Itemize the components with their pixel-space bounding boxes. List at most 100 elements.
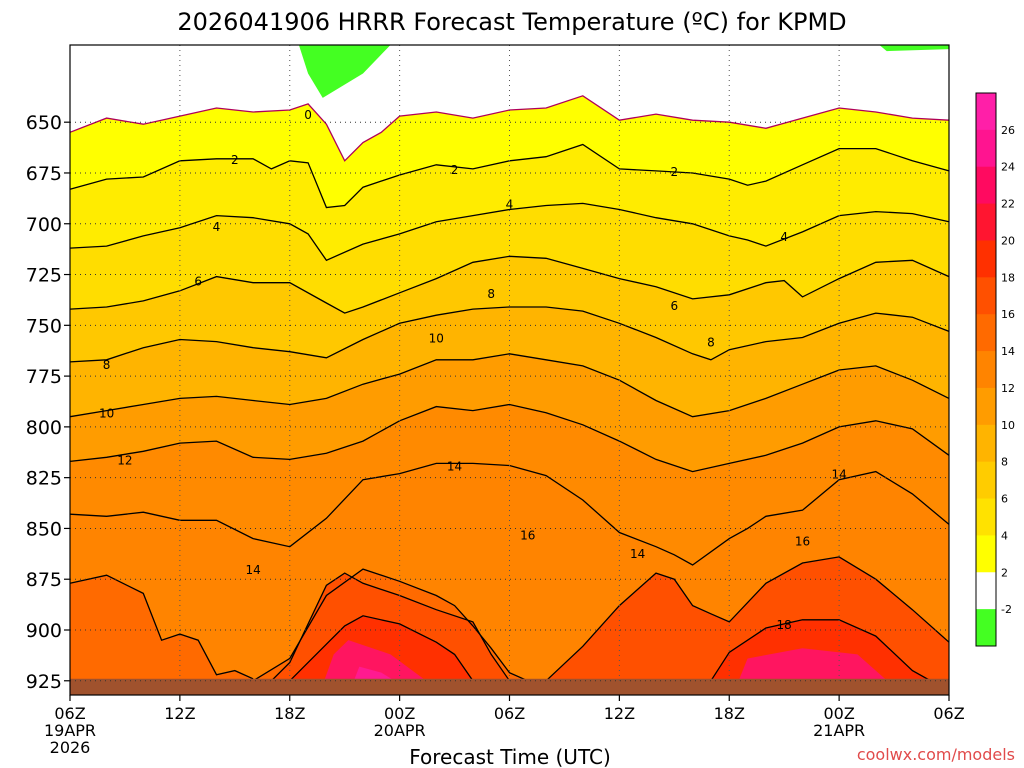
x-tick-label: 06Z xyxy=(933,704,964,723)
colorbar-label: 8 xyxy=(1001,456,1008,469)
y-tick-label: 725 xyxy=(26,265,62,287)
colorbar-label: 10 xyxy=(1001,419,1015,432)
y-tick-label: 900 xyxy=(26,620,62,642)
colorbar-label: 14 xyxy=(1001,345,1015,358)
isotherm-line-18 xyxy=(289,615,474,682)
isotherm-line-14 xyxy=(69,574,254,680)
colorbar-label: 2 xyxy=(1001,566,1008,579)
y-tick-label: 775 xyxy=(26,366,62,388)
x-tick-label: 18Z xyxy=(274,704,305,723)
isotherm-label: 2 xyxy=(451,163,459,177)
y-tick-label: 675 xyxy=(26,163,62,185)
isotherm-label: 2 xyxy=(231,153,239,167)
isotherm-line-12 xyxy=(69,403,950,473)
isotherm-label: 18 xyxy=(777,618,792,632)
x-tick-label: 00Z xyxy=(823,704,854,723)
colorbar-label: 4 xyxy=(1001,529,1008,542)
colorbar-segment xyxy=(976,609,996,647)
band-14-16-west xyxy=(70,575,254,695)
isotherm-line-4 xyxy=(69,202,950,262)
x-tick-label: 00Z xyxy=(384,704,415,723)
credit-text: coolwx.com/models xyxy=(857,745,1015,764)
colorbar-label: 16 xyxy=(1001,308,1015,321)
isotherm-label: 6 xyxy=(670,299,678,313)
isotherm-line-8 xyxy=(69,306,950,363)
colorbar-label: 12 xyxy=(1001,382,1015,395)
y-tick-label: 875 xyxy=(26,569,62,591)
y-tick-label: 650 xyxy=(26,112,62,134)
isotherm-line-14 xyxy=(252,568,529,682)
isotherm-label: 4 xyxy=(213,220,221,234)
x-tick-sublabel: 2026 xyxy=(50,738,91,757)
terrain-band xyxy=(70,678,949,695)
isotherm-label: 8 xyxy=(487,287,495,301)
colorbar-label: 24 xyxy=(1001,161,1015,174)
isotherm-line-10 xyxy=(69,353,950,418)
isotherm-label: 8 xyxy=(707,336,715,350)
isotherm-line-6 xyxy=(69,255,950,314)
isotherm-label: 14 xyxy=(245,563,260,577)
y-tick-label: 925 xyxy=(26,671,62,693)
colorbar-segment xyxy=(976,93,996,131)
colorbar-segment xyxy=(976,461,996,500)
x-tick-sublabel: 21APR xyxy=(813,721,865,740)
colorbar-label: 26 xyxy=(1001,124,1015,137)
isotherm-label: 0 xyxy=(304,108,312,122)
isotherm-lines xyxy=(69,95,950,682)
isotherm-line-18 xyxy=(710,619,932,682)
isotherm-line-0 xyxy=(69,95,950,162)
band-below-zero-1 xyxy=(298,45,391,98)
x-tick-label: 12Z xyxy=(164,704,195,723)
colorbar-label: -2 xyxy=(1001,603,1012,616)
isotherm-label: 14 xyxy=(630,547,645,561)
isotherm-label: 12 xyxy=(117,453,132,467)
colorbar-segment xyxy=(976,203,996,241)
isotherm-label: 6 xyxy=(194,275,202,289)
colorbar-segment xyxy=(976,424,996,463)
y-tick-label: 700 xyxy=(26,214,62,236)
band-below-zero-2 xyxy=(879,45,949,52)
x-tick-label: 18Z xyxy=(714,704,745,723)
band-above-0 xyxy=(70,45,949,161)
isotherm-label: 14 xyxy=(447,459,462,473)
isotherm-label: 10 xyxy=(429,332,444,346)
colorbar-segment xyxy=(976,277,996,315)
isotherm-label: 4 xyxy=(780,230,788,244)
colorbar-label: 18 xyxy=(1001,271,1015,284)
isotherm-label: 14 xyxy=(831,468,846,482)
isotherm-line-16 xyxy=(545,556,950,682)
colorbar-segment xyxy=(976,387,996,426)
terrain-fill xyxy=(70,678,949,695)
isotherm-line-16 xyxy=(270,572,511,682)
colorbar-segment xyxy=(976,572,996,610)
x-tick-label: 06Z xyxy=(494,704,525,723)
y-tick-label: 750 xyxy=(26,315,62,337)
colorbar-segment xyxy=(976,498,996,536)
colorbar-frame xyxy=(975,92,997,647)
isotherm-line-2 xyxy=(69,143,950,209)
x-tick-label: 06Z xyxy=(54,704,85,723)
isotherm-label: 8 xyxy=(103,358,111,372)
colorbar-label: 20 xyxy=(1001,234,1015,247)
y-tick-label: 825 xyxy=(26,468,62,490)
isotherm-label: 4 xyxy=(506,197,514,211)
y-tick-label: 800 xyxy=(26,417,62,439)
x-tick-sublabel: 20APR xyxy=(374,721,426,740)
colorbar-segment xyxy=(976,535,996,573)
isotherm-line-14 xyxy=(69,462,950,566)
y-axis: 650 675 700 725 750 775 800 825 850 875 900 925 xyxy=(26,112,70,693)
colorbar-segment xyxy=(976,314,996,352)
colorbar-label: 22 xyxy=(1001,198,1015,211)
isotherm-label: 16 xyxy=(520,529,535,543)
colorbar-segment xyxy=(976,351,996,389)
x-tick-label: 12Z xyxy=(604,704,635,723)
isotherm-label: 2 xyxy=(670,165,678,179)
colorbar-segment xyxy=(976,166,996,205)
colorbar-segment xyxy=(976,240,996,278)
isotherm-labels: 0 2 4 6 8 10 12 14 14 16 14 16 18 14 2 4 8 10 2 4 6 8 xyxy=(99,108,847,632)
x-tick-sublabel: 19APR xyxy=(44,721,96,740)
gridlines xyxy=(70,45,949,682)
